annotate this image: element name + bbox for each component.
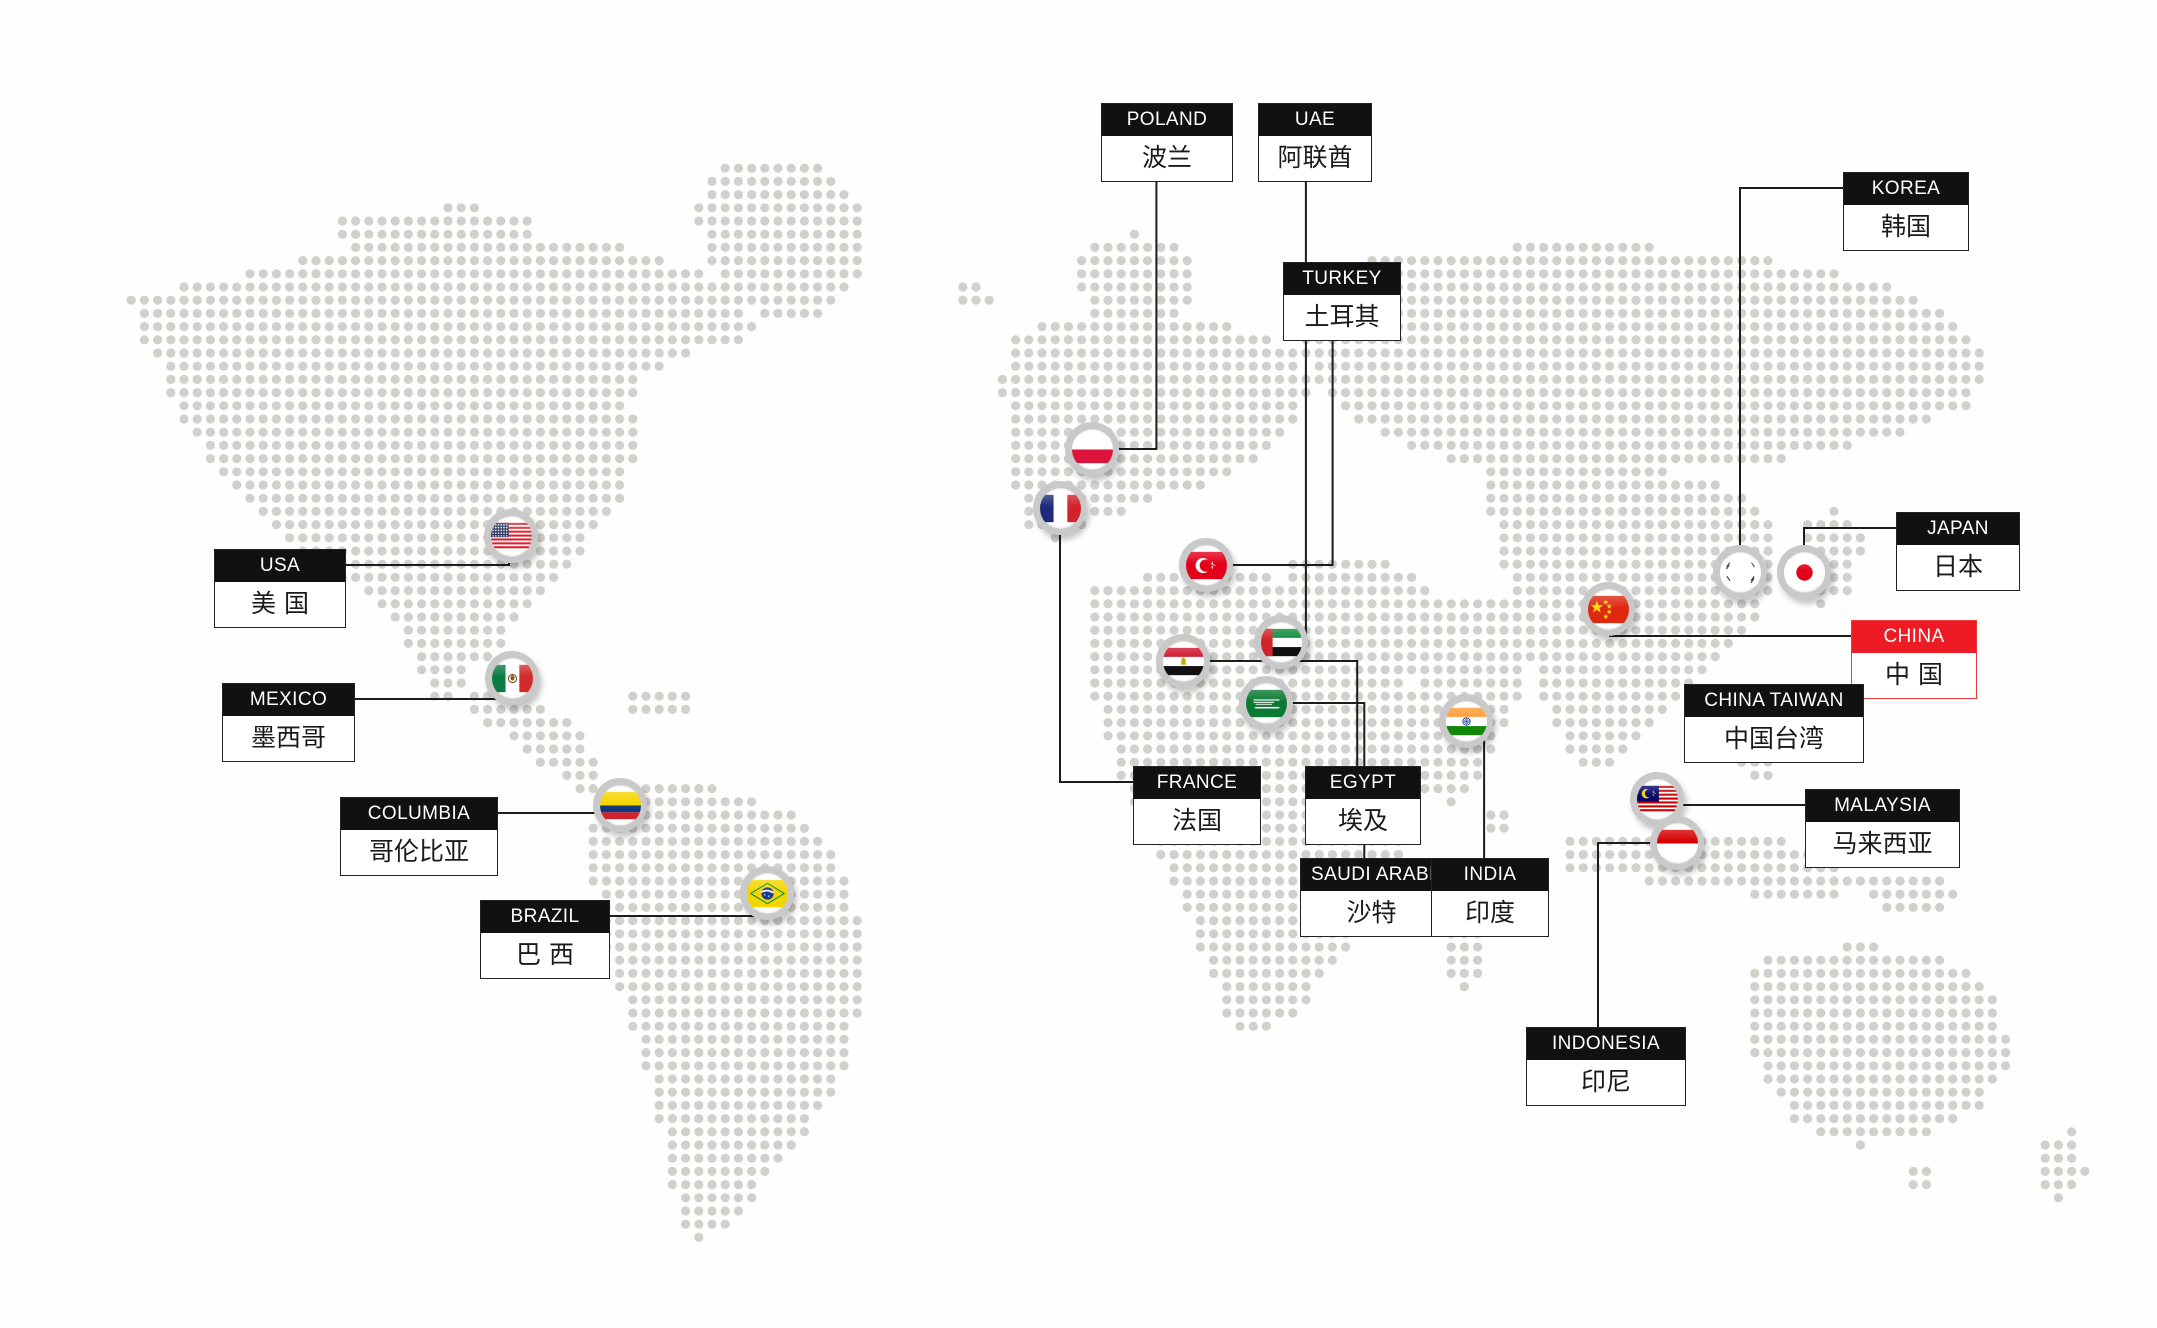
- label-card-columbia[interactable]: COLUMBIA 哥伦比亚: [340, 797, 498, 876]
- map-pin-poland[interactable]: [1065, 422, 1119, 476]
- label-card-turkey[interactable]: TURKEY 土耳其: [1283, 262, 1401, 341]
- label-title-china-taiwan: CHINA TAIWAN: [1685, 685, 1863, 717]
- label-card-uae[interactable]: UAE 阿联酋: [1258, 103, 1372, 182]
- label-title-poland: POLAND: [1102, 104, 1232, 136]
- label-title-saudi-arabia: SAUDI ARABIA: [1301, 859, 1447, 891]
- label-card-indonesia[interactable]: INDONESIA 印尼: [1526, 1027, 1686, 1106]
- label-card-usa[interactable]: USA 美 国: [214, 549, 346, 628]
- map-pin-columbia[interactable]: [593, 778, 647, 832]
- map-pin-japan[interactable]: [1777, 545, 1831, 599]
- flag-mexico-icon: [491, 657, 533, 699]
- map-pin-korea[interactable]: [1713, 545, 1767, 599]
- label-card-malaysia[interactable]: MALAYSIA 马来西亚: [1805, 789, 1960, 868]
- label-title-malaysia: MALAYSIA: [1806, 790, 1959, 822]
- label-title-india: INDIA: [1432, 859, 1548, 891]
- label-subtitle-brazil: 巴 西: [481, 933, 609, 978]
- label-subtitle-japan: 日本: [1897, 545, 2019, 590]
- label-subtitle-indonesia: 印尼: [1527, 1060, 1685, 1105]
- flag-brazil-icon: [746, 872, 788, 914]
- label-title-usa: USA: [215, 550, 345, 582]
- map-pin-china[interactable]: [1581, 582, 1635, 636]
- label-title-japan: JAPAN: [1897, 513, 2019, 545]
- label-card-brazil[interactable]: BRAZIL 巴 西: [480, 900, 610, 979]
- label-title-korea: KOREA: [1844, 173, 1968, 205]
- label-title-turkey: TURKEY: [1284, 263, 1400, 295]
- flag-usa-icon: [490, 515, 532, 557]
- flag-korea-icon: [1719, 551, 1761, 593]
- flag-india-icon: [1445, 700, 1487, 742]
- label-card-egypt[interactable]: EGYPT 埃及: [1305, 766, 1421, 845]
- map-pin-saudi-arabia[interactable]: [1239, 676, 1293, 730]
- flag-malaysia-icon: [1636, 778, 1678, 820]
- label-title-indonesia: INDONESIA: [1527, 1028, 1685, 1060]
- map-pin-turkey[interactable]: [1179, 538, 1233, 592]
- flag-poland-icon: [1071, 428, 1113, 470]
- map-pin-uae[interactable]: [1254, 615, 1308, 669]
- label-card-france[interactable]: FRANCE 法国: [1133, 766, 1261, 845]
- label-subtitle-india: 印度: [1432, 891, 1548, 936]
- label-title-france: FRANCE: [1134, 767, 1260, 799]
- map-pin-brazil[interactable]: [740, 866, 794, 920]
- label-card-china[interactable]: CHINA 中 国: [1851, 620, 1977, 699]
- flag-china-icon: [1587, 588, 1629, 630]
- map-pin-india[interactable]: [1439, 694, 1493, 748]
- label-card-india[interactable]: INDIA 印度: [1431, 858, 1549, 937]
- label-subtitle-malaysia: 马来西亚: [1806, 822, 1959, 867]
- label-subtitle-uae: 阿联酋: [1259, 136, 1371, 181]
- map-pin-egypt[interactable]: [1156, 634, 1210, 688]
- label-subtitle-france: 法国: [1134, 799, 1260, 844]
- flag-uae-icon: [1260, 621, 1302, 663]
- flag-france-icon: [1039, 487, 1081, 529]
- flag-egypt-icon: [1162, 640, 1204, 682]
- flag-columbia-icon: [599, 784, 641, 826]
- label-subtitle-usa: 美 国: [215, 582, 345, 627]
- flag-indonesia-icon: [1656, 822, 1698, 864]
- map-pin-france[interactable]: [1033, 481, 1087, 535]
- map-pin-usa[interactable]: [484, 509, 538, 563]
- label-title-mexico: MEXICO: [223, 684, 354, 716]
- label-card-mexico[interactable]: MEXICO 墨西哥: [222, 683, 355, 762]
- label-subtitle-saudi-arabia: 沙特: [1301, 891, 1442, 936]
- label-subtitle-china: 中 国: [1852, 653, 1976, 698]
- label-title-china: CHINA: [1852, 621, 1976, 653]
- flag-saudi-icon: [1245, 682, 1287, 724]
- flag-japan-icon: [1783, 551, 1825, 593]
- label-card-poland[interactable]: POLAND 波兰: [1101, 103, 1233, 182]
- label-card-china-taiwan[interactable]: CHINA TAIWAN 中国台湾: [1684, 684, 1864, 763]
- map-pin-indonesia[interactable]: [1650, 816, 1704, 870]
- label-card-japan[interactable]: JAPAN 日本: [1896, 512, 2020, 591]
- label-subtitle-columbia: 哥伦比亚: [341, 830, 497, 875]
- label-subtitle-turkey: 土耳其: [1284, 295, 1400, 340]
- label-subtitle-mexico: 墨西哥: [223, 716, 354, 761]
- label-title-egypt: EGYPT: [1306, 767, 1420, 799]
- label-title-brazil: BRAZIL: [481, 901, 609, 933]
- label-subtitle-korea: 韩国: [1844, 205, 1968, 250]
- map-pin-mexico[interactable]: [485, 651, 539, 705]
- label-card-korea[interactable]: KOREA 韩国: [1843, 172, 1969, 251]
- label-subtitle-egypt: 埃及: [1306, 799, 1420, 844]
- label-title-uae: UAE: [1259, 104, 1371, 136]
- label-card-saudi-arabia[interactable]: SAUDI ARABIA 沙特: [1300, 858, 1447, 937]
- label-title-columbia: COLUMBIA: [341, 798, 497, 830]
- label-subtitle-poland: 波兰: [1102, 136, 1232, 181]
- flag-turkey-icon: [1185, 544, 1227, 586]
- label-subtitle-china-taiwan: 中国台湾: [1685, 717, 1863, 762]
